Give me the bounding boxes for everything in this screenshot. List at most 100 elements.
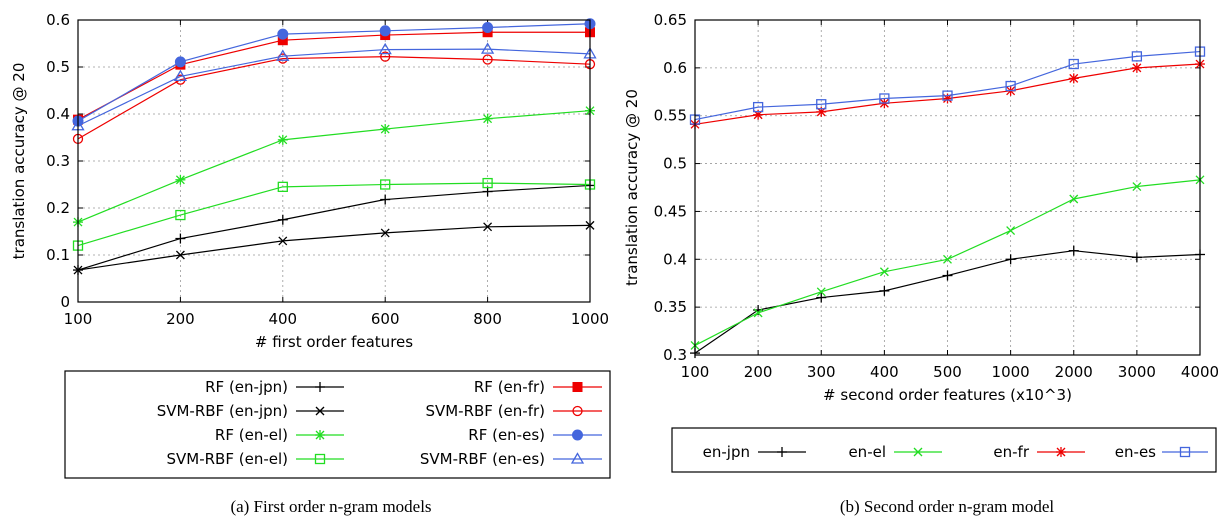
series-svm-rbf-en-fr (72, 51, 596, 145)
legend-entry: en-fr (993, 443, 1085, 461)
x-axis-label: # second order features (x10^3) (823, 386, 1072, 404)
x-tick-label: 200 (166, 310, 195, 328)
x-tick-label: 800 (473, 310, 502, 328)
legend-label: en-es (1115, 443, 1156, 461)
y-tick-label: 0.6 (46, 11, 70, 29)
data-point (816, 99, 827, 110)
data-point (816, 292, 827, 303)
legend-entry: en-el (848, 443, 942, 461)
series-line (77, 48, 591, 127)
x-tick-label: 4000 (1181, 363, 1218, 381)
x-tick-label: 1000 (571, 310, 609, 328)
data-point (1132, 182, 1142, 192)
legend-label: SVM-RBF (en-el) (167, 450, 289, 468)
data-point (173, 69, 188, 82)
legend-label: RF (en-es) (468, 426, 545, 444)
y-tick-label: 0.2 (46, 199, 70, 217)
data-point (1068, 73, 1079, 84)
data-point (879, 267, 889, 277)
legend-label: RF (en-jpn) (205, 378, 288, 396)
data-point (1131, 252, 1142, 263)
data-point (277, 28, 289, 40)
x-axis-label: # first order features (255, 333, 413, 351)
y-tick-label: 0.1 (46, 246, 70, 264)
y-axis-label: translation accuracy @ 20 (10, 63, 28, 260)
legend-marker (1056, 447, 1066, 457)
y-axis-label: translation accuracy @ 20 (623, 89, 641, 286)
plot-frame (694, 19, 1201, 356)
y-tick-label: 0.4 (663, 250, 687, 268)
series-line (77, 110, 591, 223)
data-point (277, 181, 288, 193)
data-point (380, 228, 390, 238)
x-tick-label: 3000 (1118, 363, 1156, 381)
data-point (482, 54, 493, 65)
data-point (175, 250, 185, 260)
chart-second-order: 100 200 300 400 500 1000 2000 3000 4000 0.3 0.35 0.… (623, 11, 1218, 516)
legend-entry: SVM-RBF (en-jpn) (157, 402, 344, 420)
plot-frame (77, 19, 591, 303)
data-point (174, 56, 186, 68)
legend-entry: RF (en-jpn) (205, 378, 344, 396)
legend-marker (1179, 446, 1191, 458)
x-tick-label: 2000 (1055, 363, 1093, 381)
legend-label: en-el (848, 443, 886, 461)
series-line (77, 224, 591, 271)
grid (78, 20, 590, 302)
y-tick-label: 0.35 (654, 298, 687, 316)
data-point (175, 209, 186, 221)
legend-box (64, 370, 611, 479)
y-tick-label: 0 (60, 293, 70, 311)
series-en-fr (690, 59, 1205, 130)
series-svm-rbf-en-el (72, 177, 596, 251)
data-point (175, 233, 186, 244)
legend-marker (315, 430, 325, 440)
legend-entry: SVM-RBF (en-es) (420, 450, 602, 468)
chart-caption: (b) Second order n-gram model (840, 497, 1055, 516)
data-point (942, 270, 953, 281)
data-point (483, 222, 493, 232)
data-point (277, 214, 288, 225)
series-rf-en-jpn (73, 180, 595, 276)
x-tick-label: 500 (933, 363, 962, 381)
data-point (943, 254, 952, 264)
legend-label: SVM-RBF (en-jpn) (157, 402, 288, 420)
legend-label: en-fr (993, 443, 1029, 461)
data-point (380, 194, 391, 205)
legend-label: SVM-RBF (en-es) (420, 450, 545, 468)
y-tick-label: 0.55 (654, 107, 687, 125)
data-point (1131, 62, 1142, 73)
data-point (380, 179, 391, 190)
legend-entry: RF (en-el) (215, 426, 344, 444)
legend-entry: en-jpn (703, 443, 806, 461)
legend: en-jpn en-el en-fr en-es (671, 427, 1217, 473)
x-tick-label: 1000 (992, 363, 1030, 381)
series-line (77, 31, 590, 121)
chart-first-order: 100 200 400 600 800 1000 0 0.1 0.2 0.3 0.4 0.5 0.6 # … (10, 11, 611, 516)
data-point (1068, 245, 1079, 256)
y-tick-label: 0.5 (46, 58, 70, 76)
data-point (482, 113, 493, 124)
y-tick-label: 0.3 (46, 152, 70, 170)
data-point (1006, 226, 1016, 236)
x-tick-label: 200 (744, 363, 773, 381)
legend-marker (572, 405, 583, 417)
data-point (175, 174, 186, 185)
legend-marker (777, 447, 787, 457)
data-point (380, 124, 391, 135)
x-tick-label: 100 (681, 363, 710, 381)
data-point (879, 93, 890, 104)
data-point (816, 287, 826, 297)
y-tick-label: 0.45 (654, 202, 687, 220)
series-rf-en-el (73, 105, 595, 228)
data-point (879, 285, 890, 296)
series-line (77, 56, 591, 140)
legend-marker (315, 406, 325, 416)
data-point (1005, 80, 1016, 92)
legend-entry: SVM-RBF (en-fr) (425, 402, 602, 420)
x-tick-label: 400 (268, 310, 297, 328)
data-point (752, 101, 764, 113)
x-tick-label: 100 (64, 310, 93, 328)
data-point (942, 90, 953, 101)
